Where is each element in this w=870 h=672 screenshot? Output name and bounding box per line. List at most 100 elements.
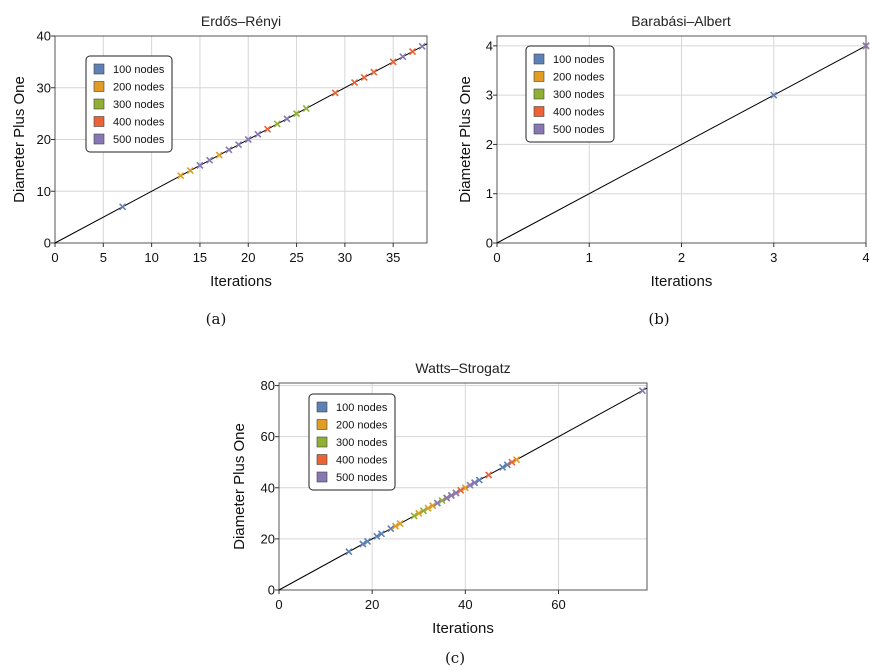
chart-2-xtick-label: 4 [862, 250, 869, 265]
chart-3-data-point [345, 548, 353, 556]
chart-3-data-point [419, 507, 427, 515]
chart-1-legend-swatch [93, 81, 105, 92]
chart-1-legend-label: 300 nodes [113, 99, 165, 111]
chart-1-data-point [177, 172, 185, 180]
chart-3-data-point [475, 476, 483, 484]
chart-3-data-point [503, 461, 511, 469]
chart-3-data-point [513, 456, 521, 464]
chart-1-data-point [408, 47, 417, 56]
chart-3-data-point [377, 530, 386, 538]
chart-2-legend-label: 300 nodes [553, 89, 605, 101]
chart-2-xtick-label: 0 [493, 250, 500, 265]
chart-1-legend-swatch [93, 63, 105, 75]
chart-1-data-point [206, 156, 214, 164]
chart-1-ytick-label: 20 [37, 132, 51, 147]
chart-3-data-point [433, 499, 441, 507]
chart-1-data-point [254, 130, 262, 138]
chart-2-legend-swatch [533, 123, 545, 135]
chart-1-ytick-label: 0 [44, 236, 51, 251]
chart-3-legend-label: 300 nodes [336, 437, 388, 449]
chart-3-data-point [471, 479, 479, 487]
chart-2-legend-label: 200 nodes [553, 72, 605, 84]
chart-3-legend-box [308, 393, 396, 491]
chart-2-legend-swatch [533, 106, 545, 117]
chart-2-legend-box [525, 45, 615, 143]
chart-2-y-axis-label: Diameter Plus One [457, 76, 474, 203]
chart-3-data-point [452, 489, 460, 497]
chart-1-data-point [360, 73, 368, 81]
chart-2-legend-label: 400 nodes [553, 107, 605, 119]
chart-3-ytick-label: 20 [261, 531, 275, 546]
chart-1-legend-swatch [93, 133, 105, 145]
chart-1-title: Erdős–Rényi [201, 13, 281, 29]
chart-1-data-point [292, 110, 301, 118]
chart-3-xtick-label: 40 [458, 597, 472, 612]
chart-1-data-point [244, 135, 252, 144]
chart-3-data-point [438, 496, 446, 505]
chart-3-y-axis-label: Diameter Plus One [231, 423, 248, 550]
chart-2-xtick-label: 1 [586, 250, 593, 265]
chart-1-data-point [119, 203, 127, 211]
chart-3-ytick-label: 0 [268, 583, 275, 598]
chart-3-data-point [363, 537, 372, 546]
chart-1-x-axis-label: Iterations [210, 273, 272, 290]
chart-3-data-point [499, 463, 507, 471]
chart-3-data-point [429, 502, 437, 510]
chart-2-ytick-label: 1 [486, 186, 493, 201]
chart-3-xtick-label: 20 [365, 597, 379, 612]
chart-2-ytick-label: 4 [486, 38, 493, 53]
chart-2-legend-swatch [533, 88, 545, 100]
chart-1-xtick-label: 25 [289, 250, 303, 265]
chart-3-data-point [638, 387, 646, 395]
chart-2-xtick-label: 2 [678, 250, 685, 265]
chart-2-xtick-label: 3 [770, 250, 777, 265]
chart-1-data-point [283, 115, 291, 123]
chart-3-legend-swatch [316, 419, 328, 430]
chart-2-title: Barabási–Albert [631, 13, 731, 29]
chart-3-data-point [396, 519, 404, 528]
chart-3-data-point [359, 540, 367, 548]
chart-1-xtick-label: 30 [338, 250, 352, 265]
chart-1-data-point [264, 125, 272, 133]
chart-1-legend-box [85, 55, 173, 153]
chart-2-caption: (b) [648, 310, 669, 328]
chart-3-xtick-label: 60 [551, 597, 565, 612]
chart-3-x-axis-label: Iterations [432, 620, 494, 637]
chart-2-data-point [770, 91, 778, 99]
chart-3-data-point [391, 522, 400, 530]
chart-2-reference-line [496, 45, 867, 244]
chart-3-data-point [466, 481, 474, 489]
chart-3-legend-label: 400 nodes [336, 455, 388, 467]
chart-2-ytick-label: 3 [486, 88, 493, 103]
chart-1-data-point [273, 120, 281, 128]
chart-3-legend-swatch [316, 471, 328, 483]
chart-3-data-point [387, 525, 395, 533]
chart-1-legend-swatch [93, 98, 105, 110]
chart-3-caption: (c) [445, 649, 465, 667]
chart-2-legend-swatch [533, 53, 545, 65]
chart-1-xtick-label: 10 [144, 250, 158, 265]
chart-2-ytick-label: 2 [486, 137, 493, 152]
chart-1-data-point [225, 146, 233, 154]
chart-3-data-point [415, 509, 423, 517]
chart-1-data-point [399, 53, 407, 61]
chart-3-legend-swatch [316, 401, 328, 413]
chart-3-legend-label: 200 nodes [336, 420, 388, 432]
chart-3-legend-label: 100 nodes [336, 402, 388, 414]
chart-1-data-point [302, 104, 310, 113]
chart-3-data-point [424, 504, 432, 512]
chart-3-legend-swatch [316, 436, 328, 448]
chart-1-y-axis-label: Diameter Plus One [11, 76, 28, 203]
chart-1-legend-label: 200 nodes [113, 82, 165, 94]
chart-1-legend-label: 100 nodes [113, 64, 165, 76]
chart-1-data-point [370, 68, 378, 76]
chart-1-caption: (a) [206, 310, 227, 328]
chart-1-xtick-label: 15 [193, 250, 207, 265]
chart-3-ytick-label: 60 [261, 429, 275, 444]
chart-3-data-point [410, 512, 418, 520]
chart-2-legend-swatch [533, 71, 545, 82]
chart-1-data-point [350, 79, 359, 87]
chart-1-data-point [389, 58, 397, 66]
chart-1-xtick-label: 20 [241, 250, 255, 265]
